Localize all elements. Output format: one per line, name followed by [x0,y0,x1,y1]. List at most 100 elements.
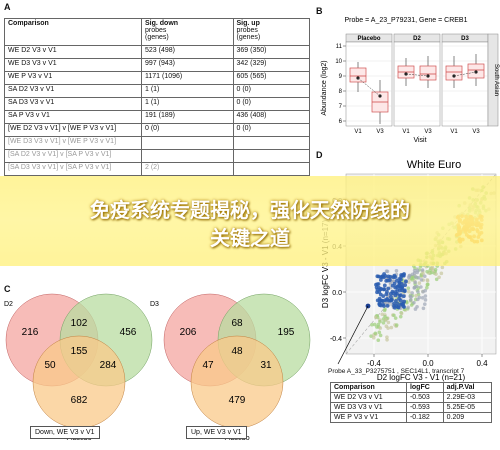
scatter-point-down [389,298,394,302]
cell-down: 191 (189) [141,110,234,124]
scatter-point [377,330,382,335]
scatter-point [421,306,426,311]
scatter-point [380,312,385,317]
cell-comparison: SA D3 V3 v V1 [4,97,142,111]
cell-down: 1171 (1096) [141,71,234,85]
scatter-point [412,285,417,290]
probe-cell: WE D3 V3 v V1 [330,402,407,413]
venn-down-d3-placebo: 284 [100,360,117,371]
venn-up-d3-placebo: 31 [260,360,272,371]
table-row: SA D3 V3 v V1 1 (1) 0 (0) [4,97,311,111]
scatter-point [406,289,411,294]
scatter-point [423,298,428,302]
scatter-xlabel: D2 logFC V3 - V1 (n=21) [377,373,466,382]
scatter-point [412,300,416,305]
scatter-point [439,271,444,276]
x-tick-label: V1 [450,129,458,135]
scatter-point-down [380,298,384,303]
table-row: WE D2 V3 v V1 523 (498) 369 (350) [4,45,311,59]
venn-down-d2-label: D2 [4,301,13,308]
scatter-point-down [389,294,393,299]
x-tick-label: V3 [376,129,384,135]
scatter-point [406,305,410,310]
scatter-point [419,285,423,289]
scatter-point [417,295,422,300]
scatter-point-down [395,287,400,292]
probe-pointer-line [337,305,369,365]
scatter-point-down [397,293,402,298]
facet-panel [441,41,489,127]
cell-comparison: SA D2 V3 v V1 [4,84,142,98]
scatter-point [375,325,379,329]
table-row: WE D3 V3 v V1 997 (943) 342 (329) [4,58,311,72]
scatter-point [434,277,439,282]
side-strip-label: South Asian [493,64,499,96]
mean-connector [453,71,477,77]
y-tick-label: 8 [339,89,343,95]
scatter-point [386,320,391,325]
probe-table-row: WE D2 V3 v V1 -0.503 2.29E-03 [330,392,493,403]
venn-down-d2-d3: 102 [71,318,88,329]
venn-down-all: 155 [71,346,88,357]
cell-up: 0 (0) [232,123,311,137]
scatter-point-down [393,293,398,298]
header-sig-down-line2: probes [145,27,167,34]
cell-down [141,149,234,163]
header-sig-up: Sig. up probes (genes) [232,18,311,46]
mean-connector [357,77,381,97]
scatter-point [415,270,419,275]
cell-comparison: [WE D2 V3 v V1] v [WE P V3 v V1] [4,123,142,137]
probe-cell: 2.29E-03 [442,392,493,403]
scatter-point [378,319,382,324]
scatter-point [410,272,415,277]
scatter-point [393,316,398,320]
venn-up-d3-only: 195 [278,327,295,338]
y-tick-label: 6 [339,119,343,125]
cell-down: 0 (0) [141,123,234,137]
cell-up [232,149,311,163]
y-tick-label: -0.4 [330,336,342,343]
scatter-point [372,322,377,327]
boxplot-y-ticks: 11 10 9 8 7 6 [335,44,346,125]
scatter-point-down [386,286,391,291]
cell-up: 436 (408) [232,110,311,124]
y-tick-label: 11 [336,44,343,50]
scatter-point [417,281,422,285]
scatter-point [371,335,376,340]
scatter-point [416,275,421,280]
cell-comparison: WE P V3 v V1 [4,71,142,85]
x-tick-label: V1 [354,129,362,135]
panel-d-label: D [316,150,323,160]
scatter-point [392,313,396,318]
scatter-point [430,266,434,271]
cell-up: 605 (565) [232,71,311,85]
table-row: [SA D2 V3 v V1] v [SA P V3 v V1] [4,149,311,163]
scatter-point-down [394,278,399,283]
cell-up: 369 (350) [232,45,311,59]
side-strip [487,33,499,127]
box [349,67,367,83]
probe-header-logfc: logFC [405,382,444,393]
scatter-point [384,269,389,273]
scatter-point-down [403,283,408,288]
banner-line-2: 关键之道 [210,226,290,250]
scatter-point [389,325,394,330]
probe-table-row: WE D3 V3 v V1 -0.593 5.25E-05 [330,402,493,413]
cell-down: 1 (1) [141,84,234,98]
y-tick-label: 0.0 [332,290,342,297]
scatter-point [384,318,388,322]
x-tick-label: V1 [402,129,410,135]
facet-label: D3 [461,36,469,42]
scatter-point [369,334,373,338]
scatter-point-down [382,283,387,288]
scatter-point [406,286,411,291]
scatter-point [383,307,387,312]
scatter-point [413,275,418,279]
scatter-point-down [398,302,403,307]
header-sig-up-line2: probes [236,27,258,34]
cell-up [232,136,311,150]
boxplot-facets: Placebo V1 V3 D2 V1 V3 D3 V1 V3 [345,33,489,135]
probe-cell: WE D2 V3 v V1 [330,392,407,403]
table-row: [SA D3 V3 v V1] v [SA P V3 v V1] 2 (2) [4,162,311,176]
scatter-point [373,331,378,336]
